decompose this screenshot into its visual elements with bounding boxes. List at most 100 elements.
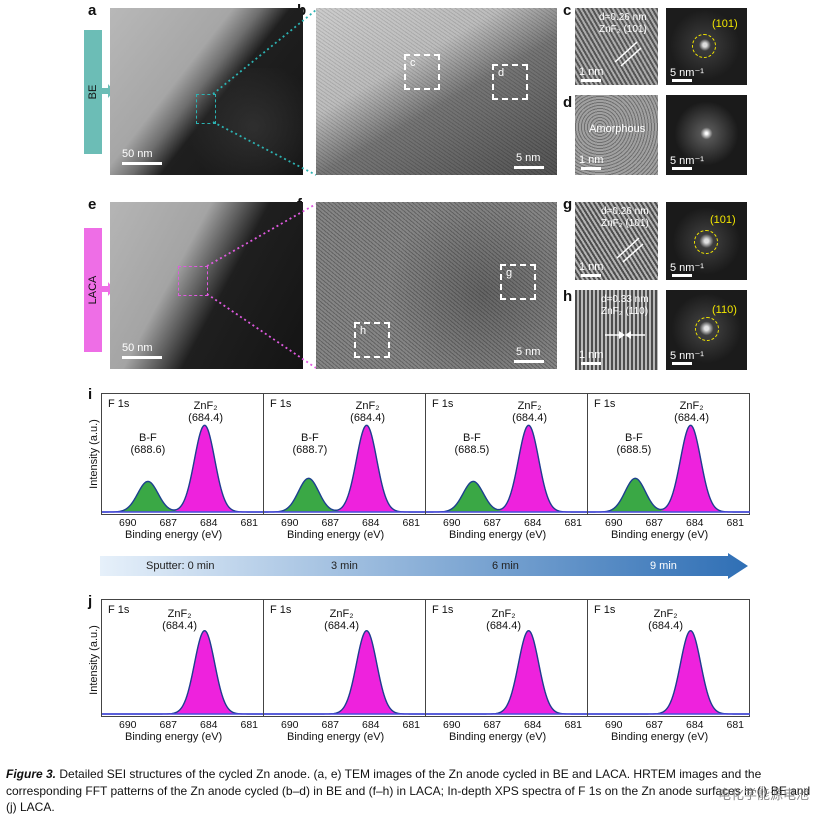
znf2-name: ZnF₂ xyxy=(491,608,516,620)
fft-ring-g xyxy=(694,230,718,254)
lattice-arrow-icon xyxy=(614,41,642,67)
xps-panel: F 1s ZnF₂ (684.4) xyxy=(425,599,588,717)
x-tick-label: 687 xyxy=(321,719,340,731)
scalebar-d-label: 1 nm xyxy=(579,154,604,166)
xps-spectrum xyxy=(102,630,264,715)
side-tab-be: BE xyxy=(84,30,102,154)
bf-label: B-F (688.7) xyxy=(284,432,336,456)
watermark: 电化学能源电池 xyxy=(717,787,809,802)
g-dspacing: d=0.26 nm xyxy=(601,206,649,217)
scalebar-b xyxy=(514,166,544,169)
bf-label: B-F (688.5) xyxy=(608,432,660,456)
zoom-connector-a xyxy=(212,9,317,176)
znf2-name: ZnF₂ xyxy=(679,400,704,412)
lattice-arrow-icon xyxy=(616,237,644,263)
x-tick-label: 690 xyxy=(443,719,461,731)
znf2-position: (684.4) xyxy=(188,412,224,424)
scalebar-f-label: 5 nm xyxy=(516,346,541,358)
scalebar-g-fft xyxy=(672,274,692,277)
panel-label-c: c xyxy=(563,2,572,19)
g-phase: ZnF₂ (101) xyxy=(601,218,649,229)
xps-region-label: F 1s xyxy=(270,398,292,410)
box-c-label: c xyxy=(410,57,416,69)
x-tick-label: 684 xyxy=(362,517,380,529)
scalebar-c-fft-label: 5 nm⁻¹ xyxy=(670,67,704,79)
znf2-name: ZnF₂ xyxy=(653,608,678,620)
xps-panel: F 1s ZnF₂ (684.4) xyxy=(587,599,750,717)
side-tab-be-label: BE xyxy=(87,84,99,100)
side-tab-laca: LACA xyxy=(84,228,102,352)
x-tick-label: 684 xyxy=(200,719,218,731)
scalebar-h xyxy=(581,362,601,365)
scalebar-h-fft-label: 5 nm⁻¹ xyxy=(670,350,704,362)
znf2-label: ZnF₂ (684.4) xyxy=(149,608,211,632)
znf2-position: (684.4) xyxy=(162,620,198,632)
x-tick-label: 684 xyxy=(524,517,542,529)
scalebar-b-label: 5 nm xyxy=(516,152,541,164)
box-c: c xyxy=(404,54,440,90)
caption-text: Detailed SEI structures of the cycled Zn… xyxy=(6,767,811,814)
hrtem-image-d: Amorphous 1 nm xyxy=(575,95,658,175)
h-dspacing: d=0.33 nm xyxy=(601,294,649,305)
x-axis-label: Binding energy (eV) xyxy=(125,529,223,541)
box-d-label: d xyxy=(498,67,505,79)
znf2-position: (684.4) xyxy=(648,620,684,632)
xps-panel: F 1s ZnF₂ (684.4) xyxy=(101,599,264,717)
znf2-name: ZnF₂ xyxy=(193,400,218,412)
x-tick-label: 681 xyxy=(240,517,259,529)
x-tick-label: 684 xyxy=(686,719,704,731)
xps-panel: F 1s ZnF₂ (684.4) B-F (688.7) xyxy=(263,393,426,515)
znf2-label: ZnF₂ (684.4) xyxy=(473,608,535,632)
xps-region-label: F 1s xyxy=(432,604,454,616)
zoom-box-e xyxy=(178,266,208,296)
znf2-name: ZnF₂ xyxy=(167,608,192,620)
xps-region-label: F 1s xyxy=(108,604,130,616)
x-axis-label: Binding energy (eV) xyxy=(287,731,385,743)
panel-label-i: i xyxy=(88,386,93,403)
x-tick-label: 687 xyxy=(483,719,502,731)
znf2-name: ZnF₂ xyxy=(329,608,354,620)
hrtem-image-b: c d 5 nm xyxy=(316,8,557,175)
xps-spectrum xyxy=(426,630,588,715)
x-tick-label: 687 xyxy=(483,517,502,529)
bf-position: (688.7) xyxy=(292,444,328,456)
xps-panel: F 1s ZnF₂ (684.4) B-F (688.6) xyxy=(101,393,264,515)
scalebar-g xyxy=(581,274,601,277)
box-d: d xyxy=(492,64,528,100)
caption-label: Figure 3. xyxy=(6,767,57,781)
panel-label-e: e xyxy=(88,196,97,213)
bf-position: (688.5) xyxy=(616,444,652,456)
xps-panel: F 1s ZnF₂ (684.4) B-F (688.5) xyxy=(587,393,750,515)
bf-label: B-F (688.5) xyxy=(446,432,498,456)
fft-image-d: 5 nm⁻¹ xyxy=(666,95,747,175)
fft-image-g: (101) 5 nm⁻¹ xyxy=(666,202,747,280)
panel-label-d: d xyxy=(563,94,573,111)
fit-envelope xyxy=(426,630,588,715)
fft-image-c: (101) 5 nm⁻¹ xyxy=(666,8,747,85)
fft-image-h: (110) 5 nm⁻¹ xyxy=(666,290,747,370)
x-axis-label: Binding energy (eV) xyxy=(287,529,385,541)
xps-spectrum xyxy=(588,424,750,513)
fft-ring-g-label: (101) xyxy=(710,214,736,226)
x-tick-label: 687 xyxy=(645,719,664,731)
znf2-position: (684.4) xyxy=(486,620,522,632)
sputter-step-3: 9 min xyxy=(650,560,677,572)
bf-position: (688.6) xyxy=(130,444,166,456)
zoom-box-a xyxy=(196,94,216,124)
x-tick-label: 687 xyxy=(159,719,178,731)
lattice-arrow-icon xyxy=(605,331,645,339)
fft-ring-h xyxy=(695,317,719,341)
scalebar-f xyxy=(514,360,544,363)
x-tick-label: 690 xyxy=(605,517,623,529)
panel-label-a: a xyxy=(88,2,97,19)
tem-image-e: 50 nm xyxy=(110,202,303,369)
x-axis-label: Binding energy (eV) xyxy=(125,731,223,743)
c-phase: ZnF₂ (101) xyxy=(599,24,647,35)
box-g-label: g xyxy=(506,267,513,279)
x-axis-label: Binding energy (eV) xyxy=(449,529,547,541)
fit-envelope xyxy=(588,630,750,715)
panel-label-g: g xyxy=(563,196,573,213)
scalebar-h-fft xyxy=(672,362,692,365)
x-tick-label: 684 xyxy=(200,517,218,529)
xps-region-label: F 1s xyxy=(108,398,130,410)
